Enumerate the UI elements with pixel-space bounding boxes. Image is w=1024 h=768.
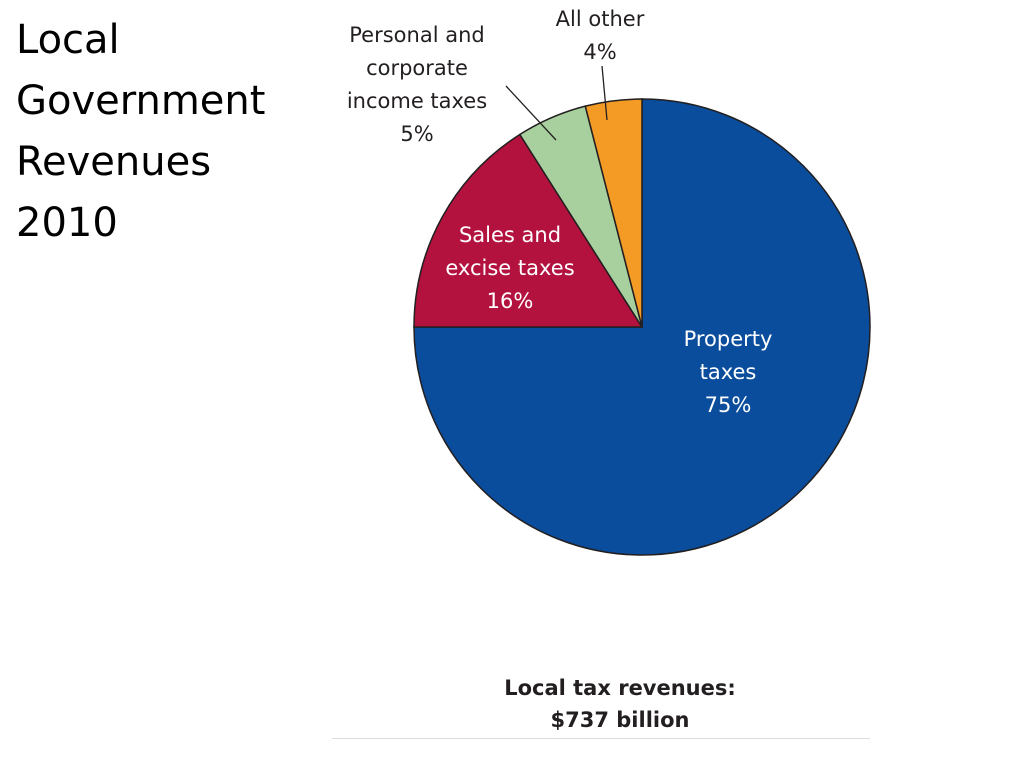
leader-line <box>505 85 557 141</box>
label-leader-lines <box>505 65 608 141</box>
slice-value-label: 75% <box>705 393 752 417</box>
slide-title-line: Local <box>16 17 120 63</box>
pie-slice <box>413 133 644 328</box>
slide-title: Local Government Revenues 2010 <box>16 10 265 254</box>
slice-label: All other <box>556 7 645 31</box>
slice-labels: Property taxes 75% Sales and excise taxes 16%… <box>347 7 773 417</box>
slice-label: excise taxes <box>445 256 574 280</box>
chart-caption: Local tax revenues: $737 billion <box>430 672 810 736</box>
slice-label: Sales and <box>459 223 561 247</box>
slide-title-line: Government <box>16 78 266 124</box>
bottom-divider <box>332 738 870 739</box>
slide-title-line: 2010 <box>16 200 118 246</box>
slice-label: taxes <box>700 360 757 384</box>
slice-label: corporate <box>366 56 468 80</box>
caption-line: $737 billion <box>550 708 690 732</box>
pie-slice <box>584 98 643 328</box>
slice-value-label: 5% <box>400 122 433 146</box>
slice-label: income taxes <box>347 89 487 113</box>
caption-line: Local tax revenues: <box>504 676 736 700</box>
pie-slice <box>413 98 871 556</box>
pie-slices <box>413 98 871 556</box>
leader-line <box>601 65 608 121</box>
slice-label: Property <box>684 327 773 351</box>
slice-value-label: 4% <box>583 40 616 64</box>
slice-value-label: 16% <box>487 289 534 313</box>
slide-title-line: Revenues <box>16 139 212 185</box>
slice-label: Personal and <box>349 23 484 47</box>
